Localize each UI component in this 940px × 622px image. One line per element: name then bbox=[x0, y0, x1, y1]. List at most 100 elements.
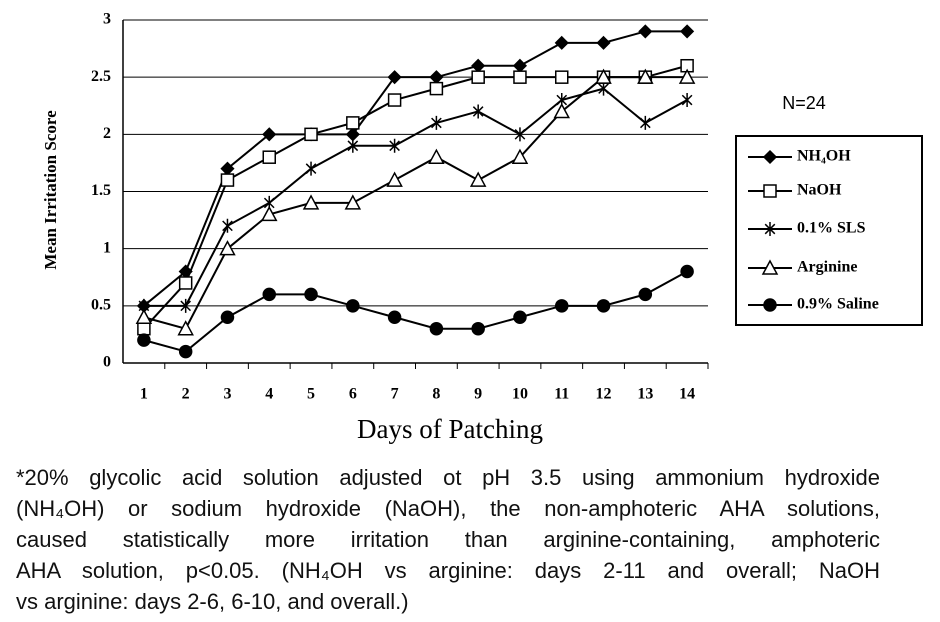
marker bbox=[262, 127, 277, 142]
series-line bbox=[143, 64, 688, 330]
marker bbox=[222, 218, 233, 233]
x-tick-label: 14 bbox=[679, 386, 695, 403]
marker bbox=[260, 205, 278, 222]
marker bbox=[302, 194, 320, 210]
footnote-line: vs arginine: days 2-6, 6-10, and overall… bbox=[16, 589, 409, 614]
y-tick-label: 0 bbox=[103, 354, 111, 371]
legend-marker bbox=[763, 184, 777, 198]
marker bbox=[598, 81, 609, 96]
footnote-line: *20% glycolic acid solution adjusted ot … bbox=[16, 465, 880, 490]
marker bbox=[178, 344, 193, 359]
x-tick-label: 8 bbox=[432, 386, 440, 403]
marker bbox=[389, 138, 400, 153]
marker bbox=[347, 138, 359, 153]
marker bbox=[469, 171, 487, 187]
x-tick-label: 1 bbox=[140, 386, 148, 403]
marker bbox=[177, 320, 194, 336]
legend-marker bbox=[762, 149, 778, 165]
x-tick-label: 13 bbox=[637, 386, 653, 403]
marker bbox=[180, 298, 192, 313]
legend-label: 0.1% SLS bbox=[797, 220, 866, 237]
marker bbox=[555, 299, 569, 313]
marker bbox=[638, 24, 653, 39]
marker bbox=[346, 116, 360, 130]
marker bbox=[220, 173, 235, 187]
legend-marker bbox=[763, 298, 777, 312]
x-tick-label: 12 bbox=[596, 386, 612, 403]
marker bbox=[637, 68, 654, 84]
x-tick-label: 9 bbox=[474, 386, 482, 403]
marker bbox=[137, 333, 151, 347]
legend-label: 0.9% Saline bbox=[797, 296, 879, 313]
marker bbox=[346, 299, 360, 313]
marker bbox=[554, 35, 569, 50]
x-tick-label: 2 bbox=[182, 386, 190, 403]
marker bbox=[678, 68, 696, 84]
marker bbox=[219, 240, 236, 256]
marker bbox=[471, 58, 486, 73]
marker bbox=[513, 70, 527, 84]
marker bbox=[135, 308, 153, 325]
marker bbox=[387, 93, 402, 107]
legend-marker bbox=[761, 259, 779, 275]
y-axis-label: Mean Irritation Score bbox=[41, 110, 60, 270]
x-tick-label: 10 bbox=[512, 386, 528, 403]
marker bbox=[511, 148, 529, 164]
marker bbox=[471, 70, 485, 84]
marker bbox=[386, 171, 403, 187]
footnote-line: caused statistically more irritation tha… bbox=[16, 527, 880, 552]
marker bbox=[344, 194, 362, 210]
marker bbox=[681, 93, 693, 108]
footnote-line: (NH₄OH) or sodium hydroxide (NaOH), the … bbox=[16, 496, 880, 521]
marker bbox=[595, 68, 612, 84]
legend-label: NH₄OH bbox=[797, 148, 851, 165]
y-tick-label: 1 bbox=[103, 239, 111, 256]
marker bbox=[262, 287, 276, 302]
marker bbox=[429, 81, 444, 96]
marker bbox=[512, 58, 528, 73]
marker bbox=[596, 35, 611, 50]
marker bbox=[513, 310, 527, 325]
legend-box bbox=[735, 135, 923, 326]
marker bbox=[680, 264, 694, 279]
marker bbox=[638, 287, 653, 302]
x-tick-label: 7 bbox=[391, 386, 399, 403]
y-tick-label: 2 bbox=[103, 125, 111, 142]
legend-label: Arginine bbox=[797, 259, 857, 276]
y-tick-label: 0.5 bbox=[91, 297, 111, 314]
marker bbox=[428, 148, 445, 164]
x-tick-label: 11 bbox=[554, 386, 569, 403]
marker bbox=[680, 24, 695, 39]
marker bbox=[471, 321, 485, 336]
marker bbox=[305, 161, 317, 176]
series-line bbox=[143, 76, 688, 330]
footnote-line: AHA solution, p<0.05. (NH₄OH vs arginine… bbox=[16, 558, 880, 583]
x-axis-label: Days of Patching bbox=[357, 414, 543, 444]
chart: Mean Irritation Score Days of Patching N… bbox=[41, 11, 923, 444]
marker bbox=[220, 310, 235, 325]
marker bbox=[472, 104, 484, 119]
marker bbox=[137, 321, 151, 336]
marker bbox=[304, 287, 318, 302]
annotation: N=24 bbox=[782, 93, 826, 113]
y-tick-label: 1.5 bbox=[91, 182, 111, 199]
marker bbox=[596, 299, 611, 313]
marker bbox=[387, 70, 402, 85]
x-tick-label: 3 bbox=[223, 386, 231, 403]
marker bbox=[553, 102, 571, 119]
legend-label: NaOH bbox=[797, 182, 842, 199]
marker bbox=[304, 127, 318, 142]
marker bbox=[555, 70, 569, 84]
legend-marker bbox=[764, 222, 776, 236]
marker bbox=[431, 115, 442, 130]
marker bbox=[387, 310, 402, 325]
x-tick-label: 5 bbox=[307, 386, 315, 403]
series-line bbox=[143, 87, 688, 307]
marker bbox=[514, 127, 526, 142]
marker bbox=[429, 70, 444, 85]
marker bbox=[262, 150, 276, 164]
marker bbox=[178, 276, 193, 290]
marker bbox=[429, 321, 444, 336]
marker bbox=[639, 115, 651, 130]
